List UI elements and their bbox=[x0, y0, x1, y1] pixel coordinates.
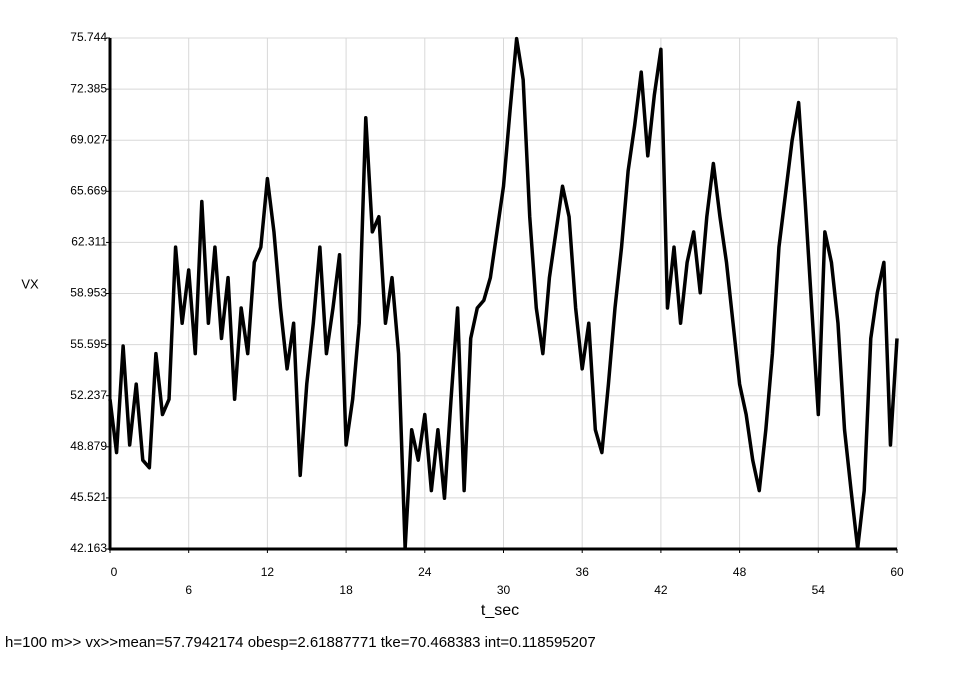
y-tick-label: 69.027 bbox=[70, 132, 107, 146]
x-tick-label: 12 bbox=[261, 565, 275, 579]
x-tick-label: 6 bbox=[185, 583, 192, 597]
y-axis-label: VX bbox=[21, 276, 39, 291]
y-tick-label: 62.311 bbox=[71, 235, 107, 249]
x-tick-label: 42 bbox=[654, 583, 668, 597]
y-tick-label: 42.163 bbox=[70, 541, 107, 555]
x-tick-label: 18 bbox=[339, 583, 353, 597]
x-tick-label: 30 bbox=[497, 583, 511, 597]
y-tick-label: 65.669 bbox=[70, 183, 107, 197]
x-tick-label: 36 bbox=[576, 565, 590, 579]
x-tick-label: 54 bbox=[812, 583, 826, 597]
y-tick-label: 72.385 bbox=[70, 81, 107, 95]
footer-stats: h=100 m>> vx>>mean=57.7942174 obesp=2.61… bbox=[5, 634, 596, 651]
y-tick-label: 48.879 bbox=[70, 439, 107, 453]
y-tick-label: 75.744 bbox=[70, 30, 107, 44]
y-tick-label: 58.953 bbox=[70, 286, 107, 300]
x-tick-label: 48 bbox=[733, 565, 747, 579]
x-tick-label: 60 bbox=[890, 565, 904, 579]
x-tick-label: 24 bbox=[418, 565, 432, 579]
y-tick-label: 52.237 bbox=[70, 388, 107, 402]
x-axis-label: t_sec bbox=[481, 602, 519, 619]
y-tick-label: 55.595 bbox=[70, 337, 107, 351]
y-tick-label: 45.521 bbox=[70, 490, 107, 504]
x-tick-label: 0 bbox=[111, 565, 118, 579]
data-line bbox=[108, 36, 899, 551]
